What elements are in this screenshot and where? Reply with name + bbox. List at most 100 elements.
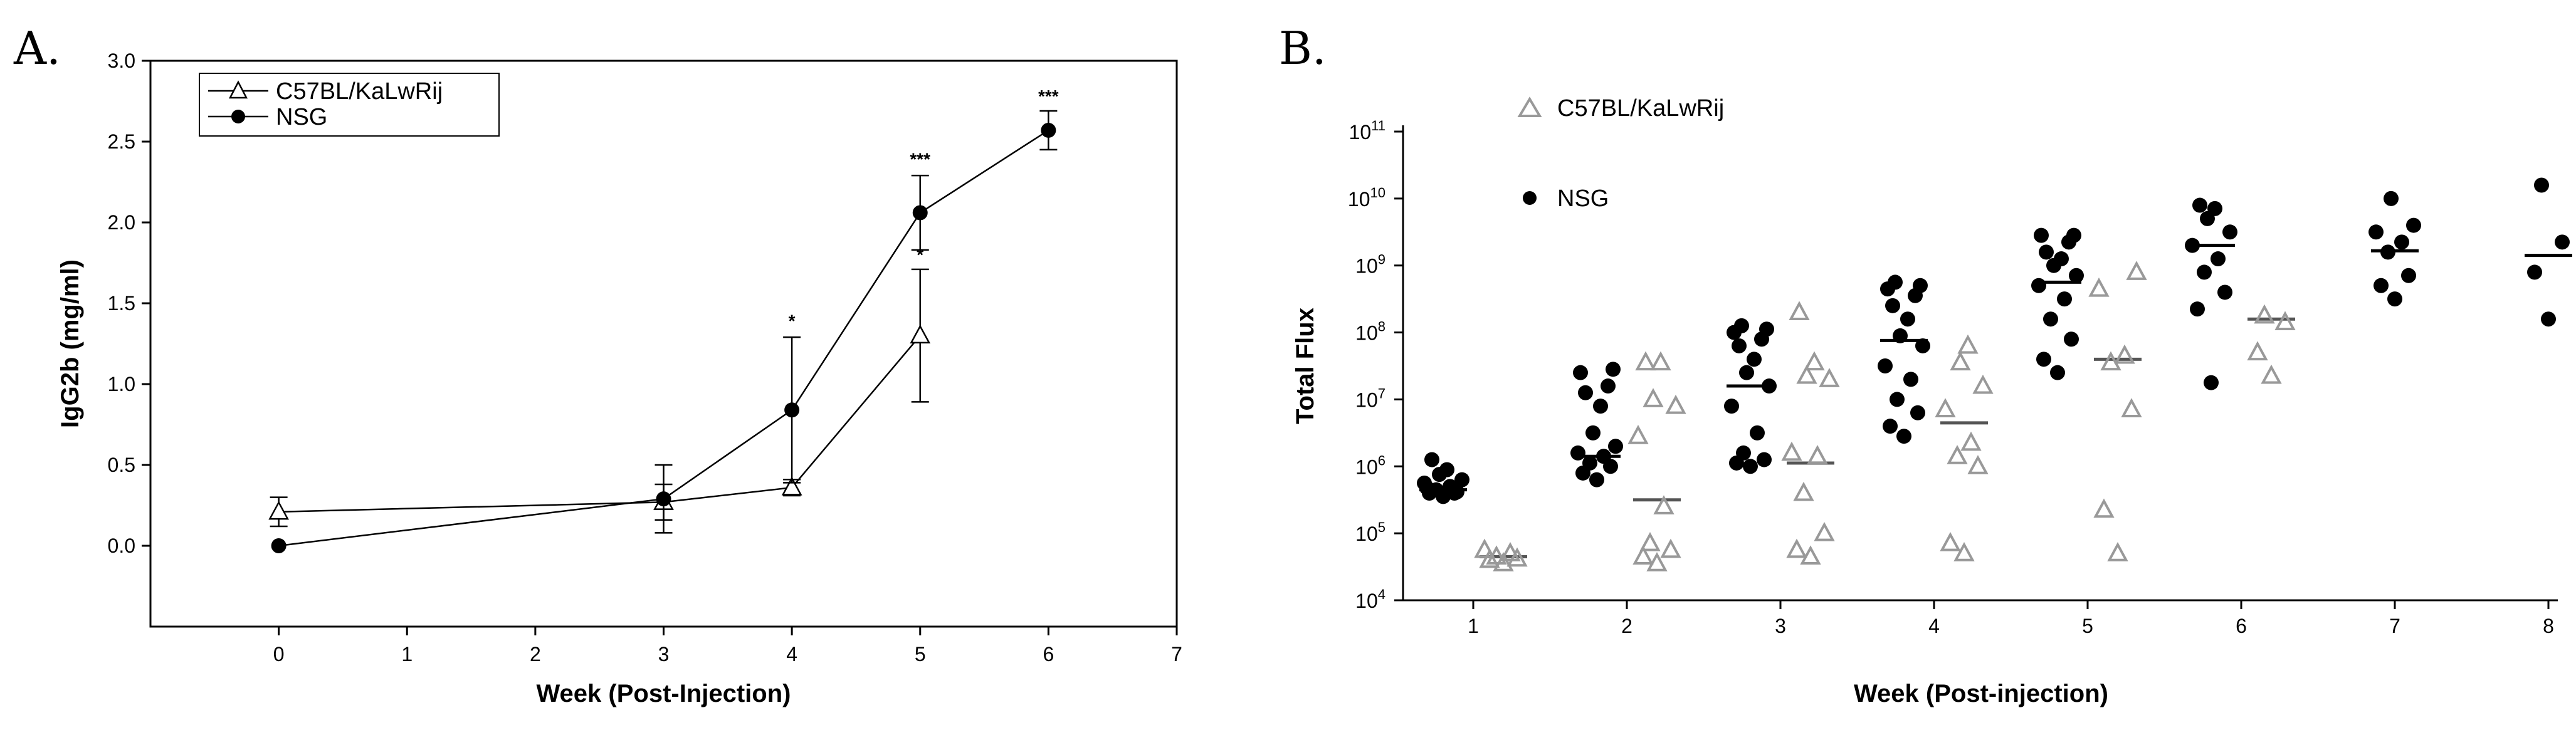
a-x-tick-label: 5 [915, 643, 926, 665]
a-y-tick-label: 1.5 [108, 292, 135, 315]
b-point-circle [2066, 227, 2081, 243]
b-point-triangle [2100, 351, 2121, 371]
b-y-tick-label: 107 [1355, 385, 1385, 411]
b-x-tick-label: 5 [2082, 615, 2093, 637]
b-point-circle [1724, 399, 1739, 414]
panel-a-frame [149, 60, 1178, 628]
panel-a-x-axis-title: Week (Post-Injection) [537, 680, 791, 707]
a-y-tick-label: 3.0 [108, 50, 135, 72]
b-point-triangle [1643, 388, 1664, 407]
a-x-tick-label: 4 [786, 643, 797, 665]
b-point-circle [2217, 284, 2232, 300]
b-point-circle [1888, 274, 1903, 290]
b-point-triangle [1957, 334, 1979, 354]
b-point-triangle [1650, 351, 1671, 371]
b-point-triangle [2088, 277, 2110, 297]
panel-a: A. 0.0 0.5 1.0 1.5 2.0 2.5 3.0 0 1 2 3 4 5 6 7 IgG2b … [13, 22, 1182, 707]
b-y-tick-exponent: 6 [1378, 452, 1385, 468]
b-y-tick-base: 10 [1355, 255, 1378, 278]
b-point-triangle [2274, 311, 2296, 331]
b-point-circle [1596, 449, 1611, 464]
b-point-circle [2064, 331, 2079, 347]
a-point-circle [912, 205, 928, 221]
b-point-circle [1759, 321, 1774, 337]
b-point-circle [2054, 251, 2069, 267]
b-point-triangle [1796, 364, 1817, 384]
b-x-tick-label: 1 [1468, 615, 1479, 637]
legend-circle-marker [231, 110, 245, 123]
a-point-circle [1041, 122, 1056, 138]
a-x-tick-label: 2 [530, 643, 541, 665]
b-point-circle [1454, 472, 1469, 487]
a-y-tick-label: 1.0 [108, 373, 135, 395]
b-point-circle [1734, 318, 1749, 333]
b-x-tick-label: 6 [2236, 615, 2247, 637]
b-point-circle [1878, 358, 1893, 373]
b-point-circle [2204, 375, 2219, 390]
panel-b-label: B. [1279, 22, 1327, 75]
b-point-triangle [2126, 261, 2147, 280]
b-point-circle [2401, 268, 2416, 283]
b-point-circle [1900, 311, 1915, 327]
b-point-circle [1757, 452, 1772, 467]
b-point-circle [1582, 455, 1597, 471]
b-y-tick-label: 1011 [1349, 118, 1385, 143]
a-point-triangle [268, 501, 289, 520]
b-point-circle [1578, 385, 1593, 400]
b-y-tick-base: 10 [1349, 121, 1372, 143]
b-point-triangle [1804, 351, 1825, 371]
b-point-triangle [2254, 304, 2275, 324]
legend-triangle-marker [228, 80, 248, 99]
a-x-tick-label: 1 [401, 643, 413, 665]
b-point-circle [2534, 177, 2549, 193]
b-point-circle [1896, 429, 1911, 444]
b-point-circle [1893, 328, 1908, 343]
legend-label-nsg-b: NSG [1557, 185, 1609, 212]
b-point-triangle [1635, 351, 1656, 371]
b-point-circle [1883, 419, 1898, 434]
b-point-circle [2211, 251, 2226, 267]
b-point-circle [2555, 234, 2570, 250]
a-point-circle [656, 491, 671, 507]
b-x-tick-label: 4 [1928, 615, 1940, 637]
b-point-circle [1447, 486, 1462, 501]
panel-b-plot-area [1417, 177, 2572, 571]
b-point-circle [1762, 378, 1777, 394]
panel-a-legend-box [199, 73, 500, 137]
b-y-tick-label: 106 [1355, 452, 1385, 478]
b-point-triangle [2121, 398, 2142, 417]
b-point-circle [2069, 268, 2084, 283]
b-point-triangle [1819, 368, 1840, 387]
b-point-circle [1439, 462, 1454, 477]
b-point-triangle [1653, 495, 1674, 514]
b-point-triangle [2261, 364, 2282, 384]
b-point-circle [2043, 311, 2058, 327]
b-y-tick-base: 10 [1355, 388, 1378, 411]
b-point-circle [2394, 234, 2409, 250]
legend-label-c57: C57BL/KaLwRij [276, 78, 443, 105]
b-y-tick-label: 109 [1355, 252, 1385, 278]
b-y-tick-label: 1010 [1348, 185, 1385, 211]
b-point-triangle [1479, 548, 1500, 568]
legend-label-c57-b: C57BL/KaLwRij [1557, 95, 1724, 122]
b-point-triangle [1665, 394, 1686, 414]
b-point-triangle [1786, 538, 1807, 558]
b-point-triangle [1953, 542, 1975, 561]
b-point-triangle [2093, 498, 2115, 518]
b-point-circle [2039, 244, 2054, 260]
b-point-circle [1606, 362, 1621, 377]
b-point-circle [1743, 459, 1758, 474]
b-point-triangle [1639, 531, 1661, 551]
b-point-circle [1915, 338, 1930, 353]
b-point-circle [2057, 291, 2072, 307]
a-significance-mark: * [789, 311, 796, 331]
b-point-triangle [1972, 374, 1994, 394]
b-point-circle [1573, 365, 1588, 380]
b-y-tick-base: 10 [1355, 456, 1378, 478]
b-point-triangle [1632, 545, 1654, 565]
b-point-triangle [1800, 545, 1821, 565]
legend-circle-marker-b [1523, 191, 1537, 205]
panel-b-y-axis-title: Total Flux [1291, 308, 1319, 424]
b-point-circle [1913, 278, 1928, 293]
